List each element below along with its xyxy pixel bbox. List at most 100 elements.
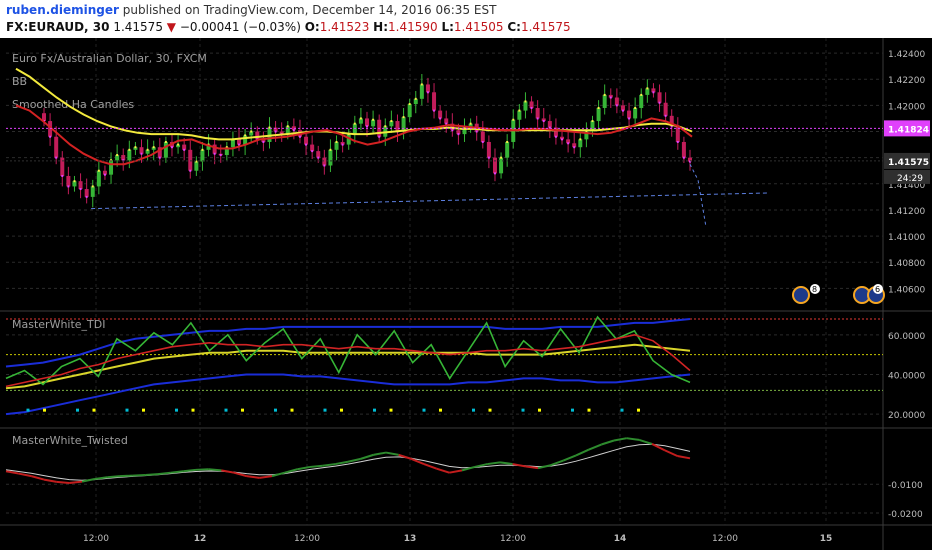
price-change: −0.00041 (−0.03%) (179, 20, 301, 34)
ha-mark (390, 120, 393, 123)
price-tick-label: 1.40600 (888, 285, 925, 295)
ha-mark (55, 156, 58, 159)
twisted-fast-segment (271, 471, 285, 478)
candle-body (468, 123, 473, 128)
ha-mark (542, 120, 545, 123)
time-tick-label: 12 (194, 534, 207, 544)
candle-body (425, 84, 430, 93)
low-value: 1.41505 (453, 20, 504, 34)
ha-mark (408, 103, 411, 106)
candle-body (590, 121, 595, 132)
candle-body (42, 113, 46, 122)
author-link[interactable]: ruben.dieminger (6, 3, 119, 17)
symbol-label[interactable]: FX:EURAUD, 30 (6, 20, 110, 34)
candle-body (675, 126, 680, 142)
candle-body (365, 118, 369, 127)
candle-body (352, 123, 357, 135)
ha-mark (652, 91, 655, 94)
twisted-pane[interactable]: MasterWhite_Twisted (5, 434, 691, 485)
ha-mark (158, 156, 161, 159)
tdi-series-signal (5, 333, 691, 388)
candle-body (115, 155, 120, 161)
candle-body (456, 130, 461, 135)
ha-mark (634, 106, 637, 109)
twisted-tick-label: -0.0200 (888, 510, 923, 520)
twisted-fast-segment (525, 465, 539, 470)
ma-red-line (15, 104, 693, 166)
twisted-fast-segment (43, 478, 57, 483)
ha-mark (433, 109, 436, 112)
price-tick-label: 1.42400 (888, 50, 925, 60)
ha-mark (305, 143, 308, 146)
candle-body (48, 121, 53, 137)
price-axis[interactable]: 1.424001.422001.420001.418001.416001.414… (884, 50, 930, 520)
candle-body (316, 151, 321, 158)
chart-svg[interactable]: Euro Fx/Australian Dollar, 30, FXCM BB Smo… (0, 38, 932, 550)
candle-body (657, 92, 662, 103)
price-title: Euro Fx/Australian Dollar, 30, FXCM (12, 52, 207, 65)
twisted-slow-line (5, 443, 691, 481)
time-tick-label: 15 (820, 534, 833, 544)
tdi-signal-dot (175, 408, 178, 412)
ha-mark (152, 146, 155, 149)
ha-mark (366, 125, 368, 128)
ha-mark (518, 109, 521, 112)
ha-mark (493, 172, 496, 175)
twisted-tick-label: -0.0100 (888, 481, 923, 491)
ha-mark (219, 154, 222, 157)
candle-body (401, 117, 406, 132)
ha-mark (134, 146, 137, 149)
candle-body (566, 139, 571, 144)
ha-mark (481, 140, 484, 143)
candle-body (535, 107, 540, 119)
ha-mark (189, 169, 192, 172)
twisted-fast-segment (436, 467, 450, 474)
candle-body (224, 147, 229, 156)
candle-body (54, 136, 59, 158)
ha-mark (323, 164, 326, 167)
chart-area[interactable]: Euro Fx/Australian Dollar, 30, FXCM BB Smo… (0, 38, 932, 550)
tdi-signal-dot (125, 408, 129, 412)
candle-body (340, 141, 345, 145)
ha-mark (500, 156, 503, 159)
candle-body (584, 131, 589, 140)
candle-body (486, 141, 491, 158)
twisted-fast-segment (233, 471, 247, 478)
twisted-fast-segment (297, 465, 311, 471)
twisted-fast-segment (132, 473, 146, 477)
badge-count: 8 (812, 285, 817, 294)
twisted-fast-segment (664, 449, 678, 457)
candle-body (212, 144, 217, 154)
candle-body (450, 123, 455, 131)
candle-body (608, 94, 613, 98)
ha-mark (213, 152, 216, 155)
time-axis[interactable]: 12:00 12 12:00 13 12:00 14 12:00 15 (83, 534, 832, 544)
candle-body (627, 110, 632, 119)
tdi-signal-dot (620, 408, 624, 412)
ha-mark (140, 152, 143, 155)
tdi-signal-dot (538, 408, 541, 412)
twisted-fast-segment (170, 470, 184, 474)
candle-body (206, 144, 211, 150)
ha-mark (530, 106, 533, 109)
candle-body (444, 118, 449, 124)
price-pane[interactable]: Euro Fx/Australian Dollar, 30, FXCM BB Smo… (6, 52, 885, 304)
ha-mark (439, 117, 442, 120)
candle-body (261, 139, 266, 142)
tdi-pane[interactable]: MasterWhite_TDI (5, 315, 883, 416)
candle-body (151, 147, 156, 150)
candle-body (145, 149, 150, 154)
ha-mark (621, 109, 624, 112)
ha-mark (97, 169, 100, 172)
tdi-series-rsi (5, 315, 691, 386)
twisted-fast-segment (562, 454, 577, 462)
tdi-signal-dot (373, 408, 376, 412)
tdi-signal-dot (191, 408, 195, 412)
candle-body (614, 97, 619, 106)
twisted-fast-segment (601, 439, 615, 446)
ha-mark (591, 120, 594, 123)
ha-mark (378, 135, 381, 138)
ha-mark (524, 100, 527, 103)
candle-body (419, 84, 424, 99)
price-marker-label: 1.41575 (888, 158, 929, 168)
